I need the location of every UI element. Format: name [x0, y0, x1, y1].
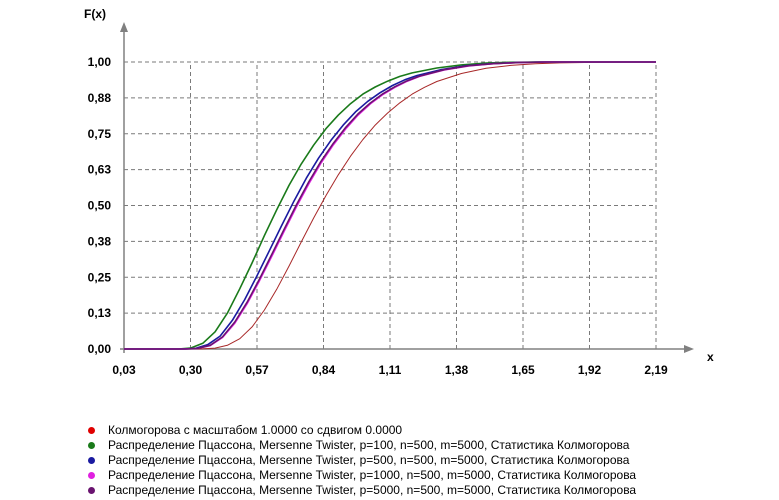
y-tick-labels: 0,00 0,13 0,25 0,38 0,50 0,63 0,75 0,88 1,00 [88, 55, 112, 356]
y-tick-label: 0,88 [88, 91, 112, 105]
series-line-1 [124, 61, 657, 350]
y-tick-label: 1,00 [88, 55, 112, 69]
legend: Колмогорова с масштабом 1.0000 со сдвиго… [88, 423, 636, 498]
legend-label: Колмогорова с масштабом 1.0000 со сдвиго… [108, 423, 403, 437]
x-tick-label: 1,92 [578, 363, 602, 377]
grid-lines [124, 61, 657, 349]
series-line-5 [124, 61, 656, 350]
legend-item: Распределение Пцассона, Mersenne Twister… [88, 483, 636, 498]
x-tick-label: 0,84 [312, 363, 336, 377]
x-tick-label: 1,65 [511, 363, 535, 377]
y-tick-label: 0,25 [88, 270, 112, 284]
legend-marker [88, 442, 95, 449]
x-axis-arrow [684, 345, 694, 353]
y-axis-title: F(x) [84, 7, 106, 21]
series-line-2 [124, 61, 656, 350]
x-tick-label: 0,57 [245, 363, 269, 377]
series-lines [124, 61, 657, 350]
axes [120, 22, 694, 353]
y-tick-label: 0,38 [88, 234, 112, 248]
legend-label: Распределение Пцассона, Mersenne Twister… [108, 438, 630, 452]
y-tick-label: 0,13 [88, 306, 112, 320]
legend-item: Распределение Пцассона, Mersenne Twister… [88, 453, 636, 468]
x-tick-label: 0,30 [179, 363, 203, 377]
y-tick-label: 0,75 [88, 127, 112, 141]
y-tick-label: 0,00 [88, 342, 112, 356]
x-tick-label: 2,19 [644, 363, 668, 377]
y-tick-label: 0,63 [88, 163, 112, 177]
legend-marker [88, 427, 95, 434]
legend-marker [88, 487, 95, 494]
x-tick-label: 1,11 [379, 363, 402, 377]
legend-label: Распределение Пцассона, Mersenne Twister… [108, 468, 637, 482]
y-tick-label: 0,50 [88, 199, 112, 213]
legend-item: Распределение Пцассона, Mersenne Twister… [88, 468, 636, 483]
legend-item: Колмогорова с масштабом 1.0000 со сдвиго… [88, 423, 636, 438]
legend-marker [88, 472, 95, 479]
legend-label: Распределение Пцассона, Mersenne Twister… [108, 483, 637, 497]
x-axis-title: x [707, 350, 714, 364]
y-axis-arrow [120, 22, 128, 32]
legend-marker [88, 457, 95, 464]
x-tick-label: 1,38 [445, 363, 469, 377]
cdf-chart: 0,03 0,30 0,57 0,84 1,11 1,38 1,65 1,92 2,19 0,0… [84, 7, 714, 377]
legend-item: Распределение Пцассона, Mersenne Twister… [88, 438, 636, 453]
x-tick-labels: 0,03 0,30 0,57 0,84 1,11 1,38 1,65 1,92 2,19 [112, 363, 668, 377]
x-tick-label: 0,03 [112, 363, 136, 377]
legend-label: Распределение Пцассона, Mersenne Twister… [108, 453, 630, 467]
